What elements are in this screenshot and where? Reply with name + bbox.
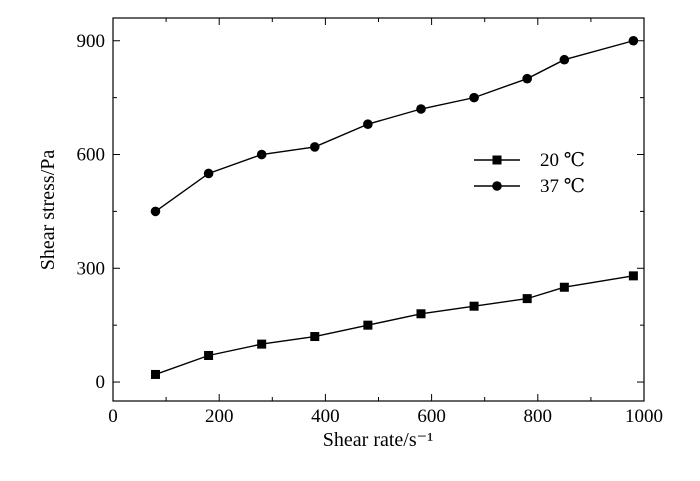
legend-label: 37 ℃	[540, 176, 585, 197]
data-point	[256, 149, 267, 160]
plot-frame	[112, 17, 645, 402]
data-point	[559, 282, 569, 292]
data-point	[628, 35, 639, 46]
data-point	[416, 309, 426, 319]
series-layer	[150, 35, 639, 379]
legend-marker	[492, 155, 502, 165]
data-point	[522, 73, 532, 84]
x-tick-label: 600	[417, 406, 446, 427]
y-axis-title: Shear stress/Pa	[37, 150, 59, 271]
data-point	[257, 339, 267, 349]
data-point	[416, 104, 426, 114]
legend-entry: 37 ℃	[474, 176, 585, 197]
legend-label: 20 ℃	[540, 150, 585, 171]
x-tick-label: 400	[311, 406, 340, 427]
data-point	[559, 54, 570, 65]
data-point	[363, 119, 373, 129]
data-point	[309, 142, 320, 152]
data-point	[310, 332, 320, 342]
x-tick-label: 1000	[625, 406, 663, 427]
x-tick-label: 0	[108, 406, 118, 427]
y-tick-label: 300	[77, 258, 106, 279]
series-1	[150, 35, 639, 217]
legend-entry: 20 ℃	[474, 150, 585, 171]
data-point	[469, 301, 479, 311]
x-tick-label: 200	[205, 406, 234, 427]
series-line	[155, 40, 634, 212]
y-tick-label: 0	[96, 372, 106, 393]
data-point	[150, 369, 160, 379]
series-line	[155, 275, 634, 376]
data-point	[204, 350, 214, 360]
y-tick-label: 900	[77, 31, 106, 52]
legend-marker	[492, 181, 502, 191]
x-tick-label: 800	[524, 406, 553, 427]
data-point	[522, 294, 532, 304]
data-point	[628, 271, 638, 281]
series-0	[150, 271, 638, 379]
data-point	[469, 92, 479, 103]
axes: 0 200 400 600 800 1000 0 300 600 900	[77, 18, 663, 427]
data-point	[203, 168, 214, 179]
data-point	[150, 206, 161, 217]
y-tick-label: 600	[77, 145, 106, 166]
x-axis-title: Shear rate/s⁻¹	[323, 429, 433, 451]
legend: 20 ℃ 37 ℃	[474, 150, 585, 197]
data-point	[363, 320, 373, 330]
